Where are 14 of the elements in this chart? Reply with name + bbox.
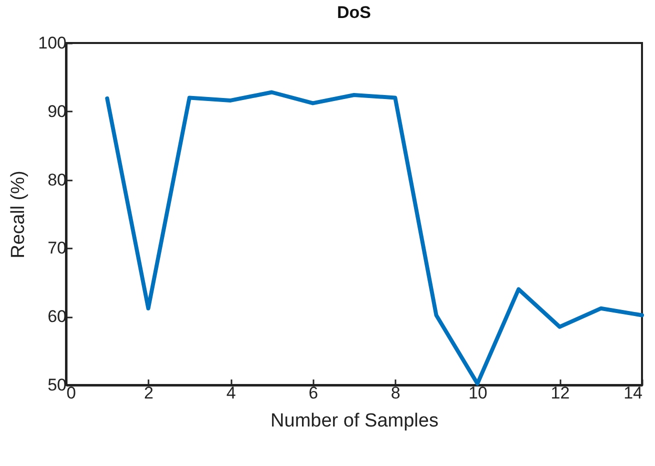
x-tick-label: 12 bbox=[550, 384, 570, 402]
y-tick-label: 100 bbox=[38, 34, 66, 52]
x-tick-label: 0 bbox=[66, 384, 76, 402]
chart-title: DoS bbox=[337, 3, 371, 22]
x-tick-label: 6 bbox=[308, 384, 318, 402]
x-axis-title: Number of Samples bbox=[270, 410, 438, 432]
y-tick-label: 50 bbox=[48, 376, 66, 394]
x-tick-label: 8 bbox=[390, 384, 400, 402]
x-tick-label: 4 bbox=[226, 384, 236, 402]
x-tick-label: 14 bbox=[624, 384, 642, 402]
x-tick-label: 10 bbox=[468, 384, 488, 402]
line-series bbox=[105, 90, 644, 386]
x-tick-label: 2 bbox=[144, 384, 154, 402]
y-axis-title: Recall (%) bbox=[8, 170, 30, 258]
